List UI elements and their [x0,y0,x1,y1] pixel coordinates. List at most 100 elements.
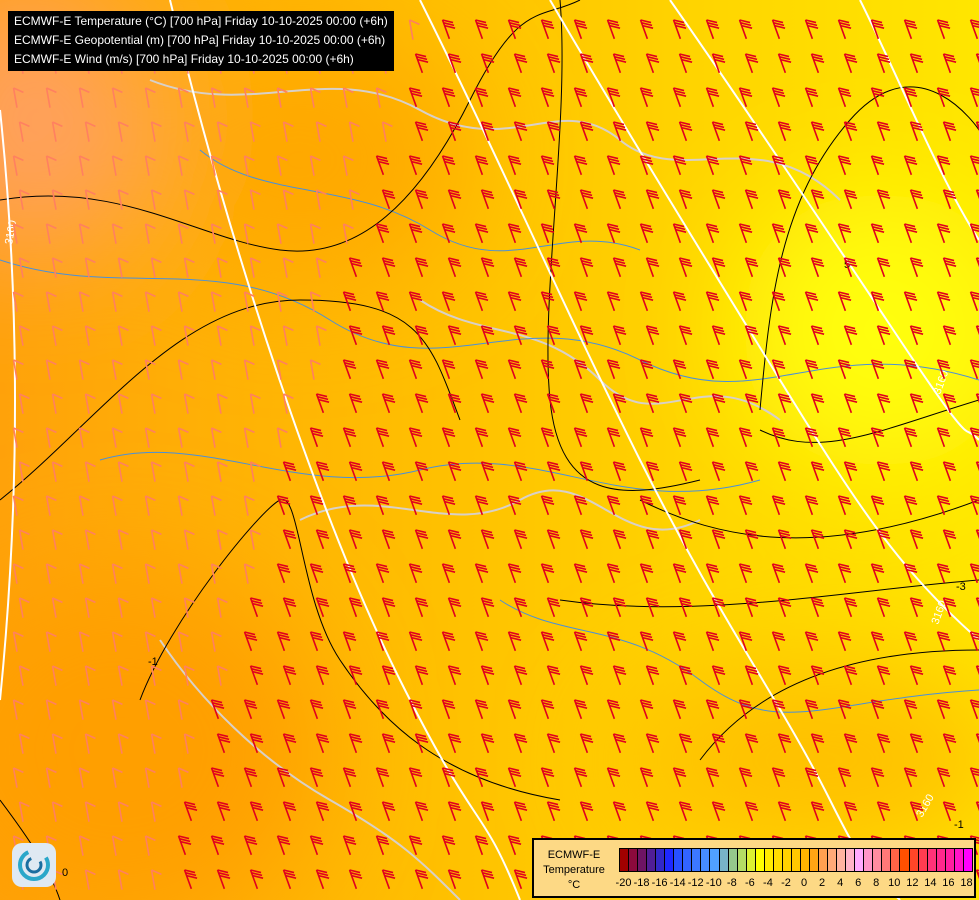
wind-barb [342,495,357,516]
wind-barb [507,155,522,176]
wind-barb [177,87,189,108]
isotherm-line [699,649,979,761]
wind-barb [282,257,294,278]
wind-barb [771,427,786,448]
wind-barb [414,597,429,618]
wind-barb [183,529,195,550]
wind-barb [144,835,156,856]
wind-barb [540,495,555,516]
wind-barb [738,767,753,788]
color-bar-cell [647,849,657,871]
wind-barb [942,665,957,686]
wind-barb [942,121,957,142]
wind-barb [804,427,819,448]
wind-barb [243,427,255,448]
wind-barb [903,87,918,108]
tick-label: 16 [942,877,955,889]
wind-barb [84,461,96,482]
wind-barb [909,665,924,686]
wind-barb [150,733,162,754]
wind-barb [639,87,654,108]
wind-barb [414,189,429,210]
river-line [499,599,979,713]
wind-barb [513,325,528,346]
wind-barb [249,665,264,686]
wind-barb [573,359,588,380]
wind-barb [441,835,456,856]
wind-barb [282,733,297,754]
wind-barb [777,597,792,618]
wind-barb [711,461,726,482]
wind-barb [810,461,825,482]
wind-barb [117,869,129,890]
wind-barb [507,631,522,652]
wind-barb [969,563,979,584]
wind-barb [711,393,726,414]
wind-barb [777,733,792,754]
color-bar-cell [864,849,874,871]
wind-barb [711,529,726,550]
color-bar-cell [782,849,792,871]
wind-barb [78,291,90,312]
wind-barb [744,121,759,142]
wind-barb [678,189,693,210]
wind-barb [84,325,96,346]
wind-barb [606,767,621,788]
wind-barb [216,733,231,754]
wind-barb [447,121,462,142]
contour-label: 0 [62,867,68,879]
wind-barb [210,835,225,856]
wind-barb [738,223,753,244]
wind-barb [408,155,423,176]
wind-barb [540,19,555,40]
wind-barb [276,87,288,108]
wind-barb [45,631,57,652]
wind-barb [12,427,24,448]
wind-barb [276,427,288,448]
wind-barb [771,155,786,176]
wind-barb [678,461,693,482]
wind-barb [804,291,819,312]
wind-barb [843,461,858,482]
tick-label: -12 [687,877,704,889]
wind-barb [276,291,288,312]
wind-barb [117,665,129,686]
wind-barb [144,359,156,380]
wind-barb [375,359,390,380]
wind-barb [546,529,561,550]
wind-barb [474,631,489,652]
contour-label: -1 [148,656,158,668]
title-wind: ECMWF-E Wind (m/s) [700 hPa] Friday 10-1… [14,52,354,66]
wind-barb [942,801,957,822]
wind-barb [480,325,495,346]
wind-barb [375,87,387,108]
wind-barb [84,733,96,754]
wind-barb [672,699,687,720]
wind-barb [771,359,786,380]
wind-barb [672,767,687,788]
wind-barb [276,767,291,788]
wind-barb [936,631,951,652]
wind-barb [414,393,429,414]
wind-barb [348,869,363,890]
wind-barb [243,291,255,312]
wind-barb [381,529,396,550]
wind-barb [711,325,726,346]
wind-barb [282,325,294,346]
wind-barb [903,223,918,244]
tick-label: -10 [705,877,722,889]
wind-barb [18,461,30,482]
wind-barb [315,801,330,822]
wind-barb [249,869,264,890]
wind-barb [282,121,294,142]
isotherm-line [759,399,979,443]
wind-barb [507,359,522,380]
color-bar-cell [954,849,964,871]
wind-barb [408,835,423,856]
wind-barb [414,733,429,754]
wind-barb [342,291,357,312]
wind-barb [513,53,528,74]
wind-barb [12,155,24,176]
wind-barb [810,733,825,754]
